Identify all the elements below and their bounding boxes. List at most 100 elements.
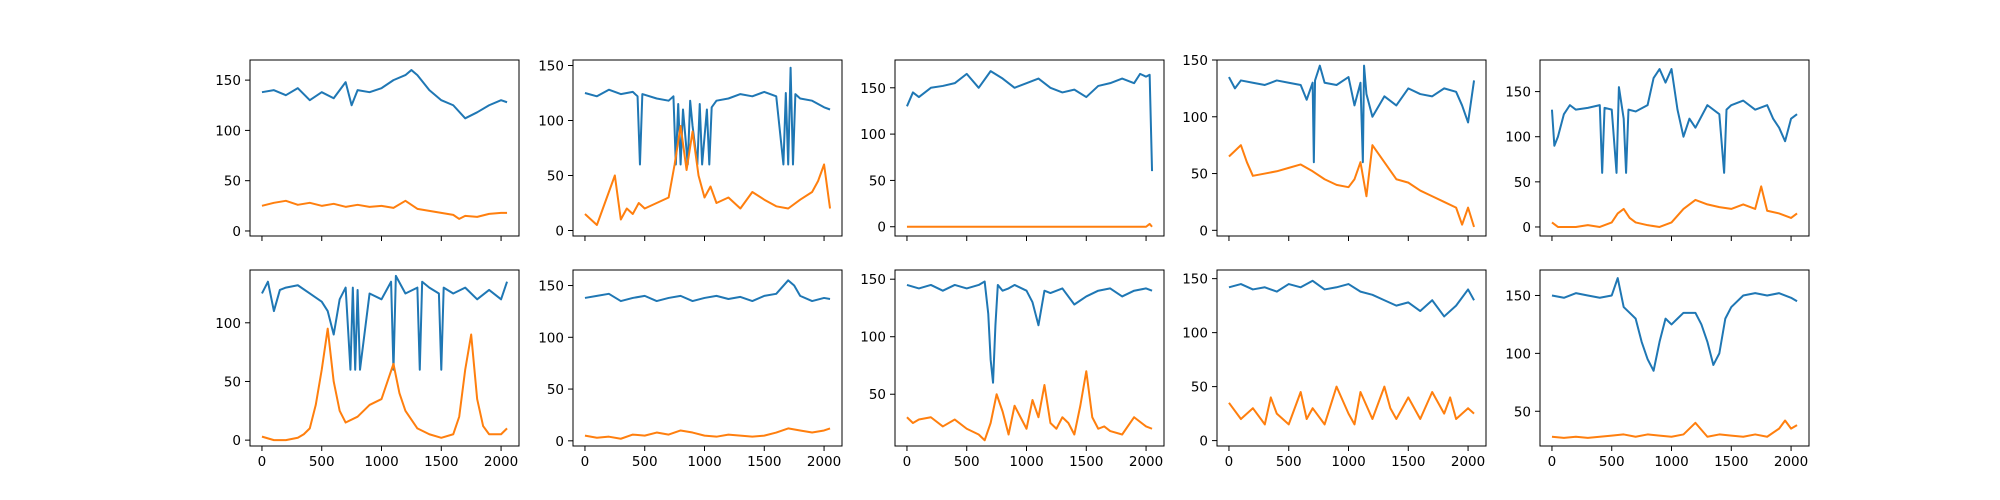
subplot-2: 0 50 100 150 <box>538 59 843 241</box>
subplot-8-ytick-label-150: 150 <box>860 272 886 288</box>
subplot-3: 0 50 100 150 <box>860 59 1165 241</box>
subplot-10-series-2-line <box>1551 419 1798 439</box>
subplot-5-ytick-label-50: 50 <box>1514 175 1531 191</box>
subplot-6-xtick-label-500: 500 <box>309 454 335 470</box>
subplot-6-xtick-label-2000: 2000 <box>484 454 518 470</box>
subplot-9-series-2-line <box>1228 385 1475 426</box>
subplot-6-ytick-label-100: 100 <box>215 316 241 332</box>
subplot-1: 0 50 100 150 <box>215 59 520 241</box>
subplot-8-ytick-label-100: 100 <box>860 330 886 346</box>
subplot-7-ytick-label-100: 100 <box>538 330 564 346</box>
subplot-7-ytick-label-50: 50 <box>547 382 564 398</box>
subplot-9-xtick-label-1500: 1500 <box>1391 454 1425 470</box>
subplot-2-ytick-label-100: 100 <box>538 114 564 130</box>
subplot-1-series-2-line <box>261 199 508 220</box>
subplot-4-ytick-label-0: 0 <box>1199 223 1208 239</box>
subplot-8-xtick-label-2000: 2000 <box>1129 454 1163 470</box>
subplot-6-ytick-label-0: 0 <box>232 433 241 449</box>
subplot-5-ytick-label-100: 100 <box>1505 130 1531 146</box>
subplot-6-series-2-line <box>261 327 508 442</box>
subplot-5-series-1-line <box>1550 68 1798 174</box>
subplot-3-ytick-label-50: 50 <box>869 173 886 189</box>
subplot-3-ytick-label-150: 150 <box>860 81 886 97</box>
subplot-9: 0 500 1000 1500 2000 0 50 100 150 <box>1182 269 1487 470</box>
subplot-6: 0 500 1000 1500 2000 0 50 100 <box>215 269 520 470</box>
subplot-3-axes-frame <box>894 59 1165 237</box>
subplot-6-ytick-label-50: 50 <box>224 374 241 390</box>
subplot-4-axes-frame <box>1216 59 1487 237</box>
subplot-2-ytick-label-0: 0 <box>555 224 564 240</box>
subplot-9-axes-frame <box>1216 269 1487 447</box>
subplot-5: 0 50 100 150 <box>1505 59 1810 241</box>
subplot-1-ytick-label-50: 50 <box>224 174 241 190</box>
subplot-8: 0 500 1000 1500 2000 50 100 150 <box>860 269 1165 470</box>
subplot-8-xtick-label-500: 500 <box>954 454 980 470</box>
subplot-7-xtick-label-1000: 1000 <box>687 454 721 470</box>
subplot-9-ytick-label-100: 100 <box>1182 326 1208 342</box>
subplot-6-series-1-line <box>261 274 508 371</box>
subplot-8-xtick-label-1500: 1500 <box>1069 454 1103 470</box>
subplot-8-xtick-label-1000: 1000 <box>1009 454 1043 470</box>
subplot-9-xtick-label-0: 0 <box>1225 454 1234 470</box>
subplot-7-ytick-label-150: 150 <box>538 279 564 295</box>
subplot-10-xtick-label-0: 0 <box>1548 454 1557 470</box>
subplot-1-ytick-label-0: 0 <box>232 224 241 240</box>
subplot-7-axes-frame <box>572 269 843 447</box>
subplot-8-series-2-line <box>906 370 1153 442</box>
subplot-4-series-2-line <box>1228 144 1475 228</box>
subplot-6-xtick-label-1500: 1500 <box>424 454 458 470</box>
subplot-4-ytick-label-100: 100 <box>1182 110 1208 126</box>
subplot-5-ytick-label-150: 150 <box>1505 85 1531 101</box>
subplot-7-xtick-label-0: 0 <box>581 454 590 470</box>
subplot-7-xtick-label-500: 500 <box>632 454 658 470</box>
subplot-10-xtick-label-2000: 2000 <box>1774 454 1808 470</box>
subplot-9-xtick-label-500: 500 <box>1276 454 1302 470</box>
subplot-8-axes-frame <box>894 269 1165 447</box>
subplot-3-series-2-line <box>906 222 1153 228</box>
subplot-10-xtick-label-1500: 1500 <box>1714 454 1748 470</box>
subplot-5-ytick-label-0: 0 <box>1522 220 1531 236</box>
subplot-2-series-2-line <box>584 125 832 226</box>
subplot-10-xtick-label-500: 500 <box>1599 454 1625 470</box>
subplot-10-ytick-label-150: 150 <box>1505 288 1531 304</box>
subplot-2-ytick-label-50: 50 <box>547 169 564 185</box>
subplot-4: 0 50 100 150 <box>1182 53 1487 241</box>
subplot-3-series-1-line <box>906 70 1154 172</box>
subplot-9-ytick-label-50: 50 <box>1191 380 1208 396</box>
subplot-1-series-1-line <box>261 69 508 120</box>
subplot-2-series-1-line <box>584 66 831 166</box>
subplot-4-series-1-line <box>1228 64 1476 164</box>
subplot-7-series-2-line <box>584 427 831 440</box>
subplot-1-ytick-label-150: 150 <box>215 73 241 89</box>
subplot-6-xtick-label-1000: 1000 <box>364 454 398 470</box>
subplot-5-series-2-line <box>1551 185 1798 228</box>
subplot-3-ytick-label-0: 0 <box>877 220 886 236</box>
subplot-3-ytick-label-100: 100 <box>860 127 886 143</box>
subplot-7: 0 500 1000 1500 2000 0 50 100 150 <box>538 269 843 470</box>
subplot-6-axes-frame <box>249 269 520 447</box>
subplot-10-ytick-label-50: 50 <box>1514 404 1531 420</box>
subplot-8-series-1-line <box>906 280 1153 384</box>
subplot-9-series-1-line <box>1228 279 1475 318</box>
subplot-10-series-1-line <box>1551 277 1798 372</box>
subplot-5-axes-frame <box>1539 59 1810 237</box>
subplot-6-xtick-label-0: 0 <box>258 454 267 470</box>
subplot-9-xtick-label-1000: 1000 <box>1331 454 1365 470</box>
subplot-2-ytick-label-150: 150 <box>538 59 564 75</box>
subplot-9-ytick-label-0: 0 <box>1199 434 1208 450</box>
subplot-4-ytick-label-150: 150 <box>1182 53 1208 69</box>
subplot-9-ytick-label-150: 150 <box>1182 272 1208 288</box>
subplot-10-xtick-label-1000: 1000 <box>1654 454 1688 470</box>
subplot-7-series-1-line <box>584 279 831 303</box>
subplot-7-ytick-label-0: 0 <box>555 434 564 450</box>
subplot-7-xtick-label-2000: 2000 <box>807 454 841 470</box>
subplot-1-axes-frame <box>249 59 520 237</box>
subplot-2-axes-frame <box>572 59 843 237</box>
subplot-7-xtick-label-1500: 1500 <box>747 454 781 470</box>
subplot-8-ytick-label-50: 50 <box>869 387 886 403</box>
subplot-9-xtick-label-2000: 2000 <box>1451 454 1485 470</box>
subplot-4-ytick-label-50: 50 <box>1191 167 1208 183</box>
subplot-10-ytick-label-100: 100 <box>1505 346 1531 362</box>
subplot-8-xtick-label-0: 0 <box>903 454 912 470</box>
